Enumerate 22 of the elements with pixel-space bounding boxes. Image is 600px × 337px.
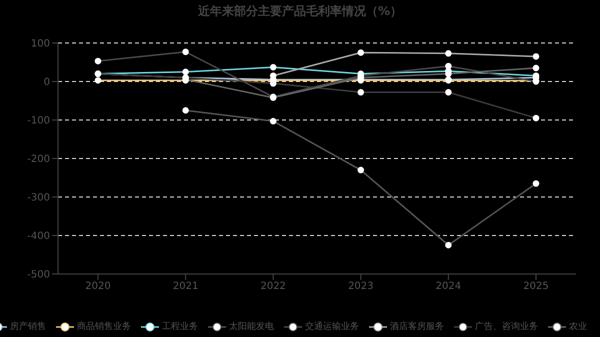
legend-label: 广告、咨询业务 — [474, 320, 538, 333]
x-tick-label: 2021 — [172, 281, 198, 292]
x-tick-label: 2023 — [348, 281, 374, 292]
y-tick-label: -400 — [27, 231, 50, 242]
legend-label: 酒店客房服务 — [389, 320, 444, 333]
legend-label: 工程业务 — [161, 320, 198, 333]
y-tick-label: -500 — [27, 270, 50, 281]
chart-title: 近年来部分主要产品毛利率情况（%） — [196, 3, 404, 20]
x-tick-label: 2020 — [85, 281, 111, 292]
y-tick-label: 0 — [44, 77, 50, 88]
x-tick-label: 2022 — [260, 281, 286, 292]
x-tick-label: 2024 — [436, 281, 462, 292]
y-tick-label: 100 — [30, 38, 50, 50]
y-tick-label: -100 — [27, 116, 50, 127]
legend-label: 商品销售业务 — [76, 320, 131, 333]
legend-label: 交通运输业务 — [304, 320, 359, 333]
y-tick-label: -200 — [27, 154, 50, 166]
legend-label: 农业 — [568, 320, 587, 333]
y-tick-label: -300 — [27, 192, 50, 204]
legend-label: 房产销售 — [9, 320, 46, 333]
legend-label: 太阳能发电 — [228, 320, 274, 333]
x-tick-label: 2025 — [523, 281, 549, 292]
